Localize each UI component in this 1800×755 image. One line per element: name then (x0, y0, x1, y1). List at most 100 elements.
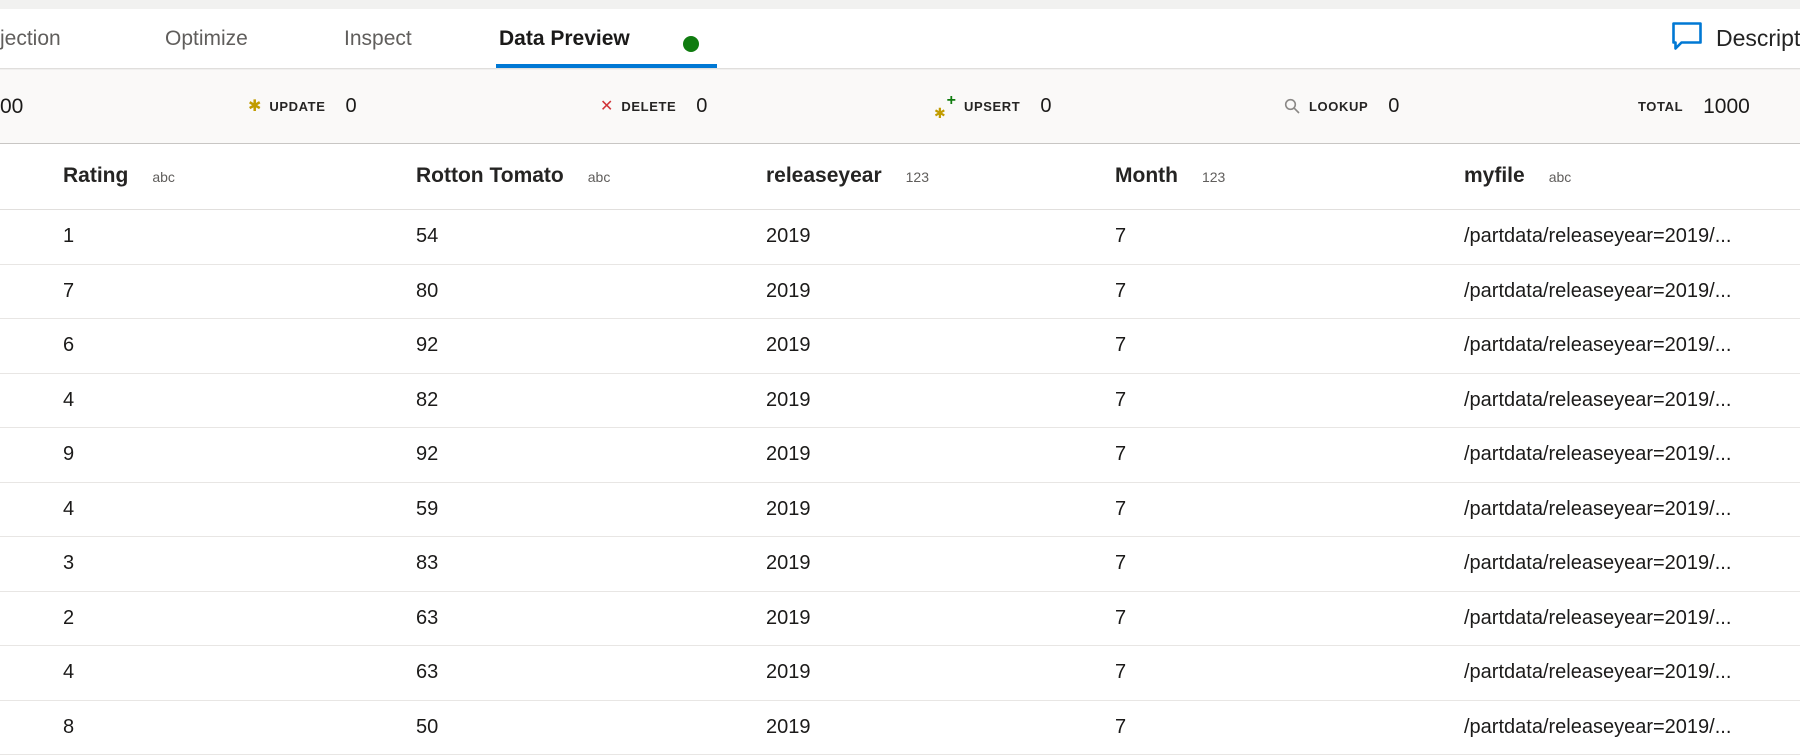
cell-myfile: /partdata/releaseyear=2019/... (1464, 319, 1731, 373)
table-row: 7 80 2019 7 /partdata/releaseyear=2019/.… (0, 265, 1800, 320)
cell-rotton-tomato: 59 (416, 483, 438, 537)
delete-stat: ✕ DELETE 0 (600, 70, 707, 143)
insert-count-partial: 00 (0, 70, 23, 143)
total-label: TOTAL (1638, 99, 1683, 114)
cell-myfile: /partdata/releaseyear=2019/... (1464, 537, 1731, 591)
tab-data-preview[interactable]: Data Preview (499, 9, 630, 68)
preview-stats-bar: 00 ✱ UPDATE 0 ✕ DELETE 0 ✱ + UPSERT 0 LO (0, 69, 1800, 144)
table-row: 4 82 2019 7 /partdata/releaseyear=2019/.… (0, 374, 1800, 429)
cell-month: 7 (1115, 701, 1126, 755)
cell-rotton-tomato: 63 (416, 646, 438, 700)
tab-inspect[interactable]: Inspect (344, 9, 412, 68)
data-preview-status-dot (683, 36, 699, 52)
cell-month: 7 (1115, 210, 1126, 264)
table-row: 4 63 2019 7 /partdata/releaseyear=2019/.… (0, 646, 1800, 701)
cell-myfile: /partdata/releaseyear=2019/... (1464, 483, 1731, 537)
table-row: 4 59 2019 7 /partdata/releaseyear=2019/.… (0, 483, 1800, 538)
cell-month: 7 (1115, 537, 1126, 591)
type-hint-number: 123 (1202, 169, 1225, 185)
cell-rotton-tomato: 83 (416, 537, 438, 591)
cell-month: 7 (1115, 483, 1126, 537)
update-asterisk-icon: ✱ (248, 99, 261, 115)
tab-bar: jection Optimize Inspect Data Preview De… (0, 9, 1800, 69)
column-header-myfile[interactable]: myfile abc (1464, 144, 1571, 209)
cell-rating: 4 (63, 483, 74, 537)
lookup-magnifier-icon (1284, 98, 1301, 115)
table-row: 3 83 2019 7 /partdata/releaseyear=2019/.… (0, 537, 1800, 592)
column-header-rating[interactable]: Rating abc (63, 144, 175, 209)
cell-rating: 4 (63, 374, 74, 428)
column-header-month[interactable]: Month 123 (1115, 144, 1225, 209)
lookup-stat: LOOKUP 0 (1284, 70, 1399, 143)
cell-myfile: /partdata/releaseyear=2019/... (1464, 701, 1731, 755)
upsert-stat: ✱ + UPSERT 0 (934, 70, 1051, 143)
cell-rotton-tomato: 63 (416, 592, 438, 646)
table-row: 9 92 2019 7 /partdata/releaseyear=2019/.… (0, 428, 1800, 483)
cell-myfile: /partdata/releaseyear=2019/... (1464, 265, 1731, 319)
cell-releaseyear: 2019 (766, 483, 811, 537)
type-hint-string: abc (1549, 169, 1572, 185)
cell-rating: 1 (63, 210, 74, 264)
cell-myfile: /partdata/releaseyear=2019/... (1464, 592, 1731, 646)
cell-rotton-tomato: 80 (416, 265, 438, 319)
cell-rating: 6 (63, 319, 74, 373)
delete-count: 0 (696, 95, 707, 118)
table-body: 1 54 2019 7 /partdata/releaseyear=2019/.… (0, 210, 1800, 755)
cell-month: 7 (1115, 374, 1126, 428)
upsert-label: UPSERT (964, 99, 1020, 114)
column-header-rotton-tomato[interactable]: Rotton Tomato abc (416, 144, 610, 209)
delete-x-icon: ✕ (600, 99, 613, 115)
cell-myfile: /partdata/releaseyear=2019/... (1464, 646, 1731, 700)
upsert-asterisk-plus-icon: ✱ + (934, 94, 956, 120)
tab-projection[interactable]: jection (0, 9, 61, 68)
cell-rating: 9 (63, 428, 74, 482)
table-header-row: Rating abc Rotton Tomato abc releaseyear… (0, 144, 1800, 210)
type-hint-string: abc (152, 169, 175, 185)
column-header-releaseyear[interactable]: releaseyear 123 (766, 144, 929, 209)
cell-rating: 4 (63, 646, 74, 700)
table-row: 2 63 2019 7 /partdata/releaseyear=2019/.… (0, 592, 1800, 647)
cell-releaseyear: 2019 (766, 374, 811, 428)
total-count: 1000 (1703, 95, 1750, 119)
delete-label: DELETE (621, 99, 676, 114)
cell-releaseyear: 2019 (766, 701, 811, 755)
cell-rotton-tomato: 92 (416, 428, 438, 482)
cell-rating: 3 (63, 537, 74, 591)
active-tab-underline (496, 64, 717, 68)
tab-optimize[interactable]: Optimize (165, 9, 248, 68)
cell-month: 7 (1115, 646, 1126, 700)
type-hint-number: 123 (906, 169, 929, 185)
table-row: 6 92 2019 7 /partdata/releaseyear=2019/.… (0, 319, 1800, 374)
cell-month: 7 (1115, 319, 1126, 373)
update-label: UPDATE (269, 99, 325, 114)
cell-month: 7 (1115, 428, 1126, 482)
cell-rating: 2 (63, 592, 74, 646)
update-stat: ✱ UPDATE 0 (248, 70, 357, 143)
lookup-count: 0 (1388, 95, 1399, 118)
update-count: 0 (346, 95, 357, 118)
cell-rotton-tomato: 92 (416, 319, 438, 373)
upsert-count: 0 (1040, 95, 1051, 118)
cell-releaseyear: 2019 (766, 265, 811, 319)
cell-rotton-tomato: 82 (416, 374, 438, 428)
cell-rotton-tomato: 50 (416, 701, 438, 755)
cell-month: 7 (1115, 265, 1126, 319)
cell-month: 7 (1115, 592, 1126, 646)
cell-releaseyear: 2019 (766, 537, 811, 591)
table-row: 1 54 2019 7 /partdata/releaseyear=2019/.… (0, 210, 1800, 265)
cell-myfile: /partdata/releaseyear=2019/... (1464, 428, 1731, 482)
description-button[interactable]: Descript (1671, 9, 1800, 68)
top-divider-strip (0, 0, 1800, 9)
description-label: Descript (1716, 25, 1800, 52)
cell-releaseyear: 2019 (766, 592, 811, 646)
cell-releaseyear: 2019 (766, 210, 811, 264)
cell-rating: 8 (63, 701, 74, 755)
cell-releaseyear: 2019 (766, 319, 811, 373)
total-stat: TOTAL 1000 (1638, 70, 1750, 143)
cell-myfile: /partdata/releaseyear=2019/... (1464, 210, 1731, 264)
table-row: 8 50 2019 7 /partdata/releaseyear=2019/.… (0, 701, 1800, 755)
cell-rating: 7 (63, 265, 74, 319)
cell-releaseyear: 2019 (766, 428, 811, 482)
comment-icon (1671, 21, 1703, 56)
cell-rotton-tomato: 54 (416, 210, 438, 264)
